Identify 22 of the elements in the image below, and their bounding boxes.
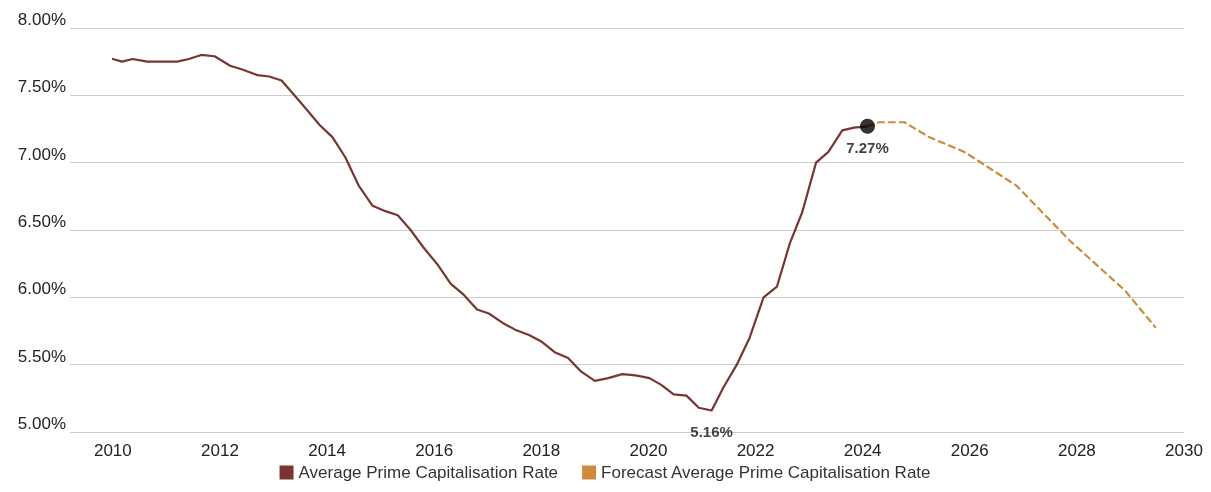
x-tick-label: 2030 [1165, 441, 1203, 460]
x-tick-label: 2016 [415, 441, 454, 460]
y-tick-label: 7.50% [17, 77, 66, 97]
x-tick-label: 2014 [308, 441, 346, 460]
x-tick-label: 2026 [950, 441, 989, 460]
x-tick-label: 2024 [843, 441, 882, 460]
y-tick-label: 8.00% [17, 10, 66, 29]
annotation: 5.16% [690, 423, 733, 441]
x-tick-label: 2012 [201, 441, 239, 460]
y-tick-label: 7.00% [17, 144, 66, 164]
y-tick-label: 5.50% [17, 346, 66, 366]
x-tick-label: 2020 [629, 441, 668, 460]
legend-label: Average Prime Capitalisation Rate [298, 463, 559, 482]
legend-label: Forecast Average Prime Capitalisation Rate [601, 463, 931, 482]
x-tick-label: 2028 [1057, 441, 1096, 460]
x-tick-label: 2018 [522, 441, 561, 460]
y-tick-label: 6.00% [17, 279, 66, 299]
y-tick-label: 5.00% [17, 414, 66, 433]
y-tick-label: 6.50% [17, 212, 66, 231]
annotation: 7.27% [846, 139, 889, 157]
x-tick-label: 2022 [736, 441, 775, 460]
x-tick-label: 2010 [93, 441, 132, 460]
